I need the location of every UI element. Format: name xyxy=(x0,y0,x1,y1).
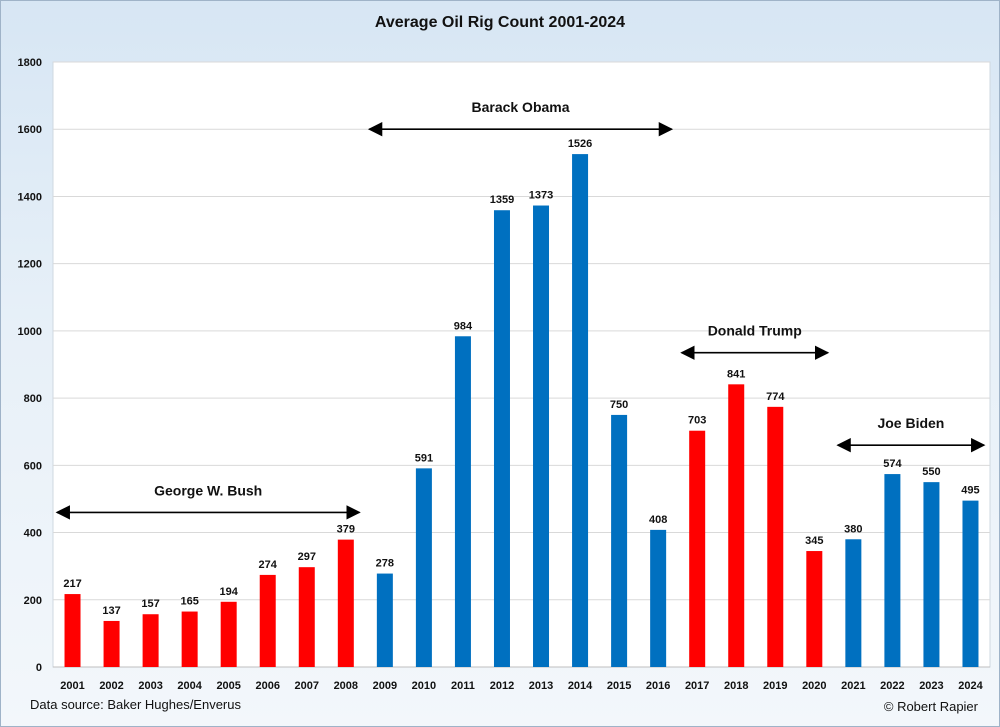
y-tick-label: 1600 xyxy=(18,124,42,136)
plot-area xyxy=(52,61,991,668)
y-tick-label: 0 xyxy=(36,662,42,674)
bar-2006 xyxy=(259,574,276,667)
data-label-2013: 1373 xyxy=(529,190,553,202)
data-label-2021: 380 xyxy=(844,523,862,535)
data-label-2020: 345 xyxy=(805,535,823,547)
bar-2018 xyxy=(728,384,745,667)
x-tick-label-2021: 2021 xyxy=(841,680,865,692)
x-tick-label-2023: 2023 xyxy=(919,680,943,692)
data-label-2003: 157 xyxy=(141,598,159,610)
bar-2013 xyxy=(533,205,550,667)
x-tick-label-2008: 2008 xyxy=(334,680,358,692)
y-tick-label: 800 xyxy=(24,393,42,405)
bar-2019 xyxy=(767,406,784,667)
bar-2017 xyxy=(689,430,706,667)
data-label-2012: 1359 xyxy=(490,194,514,206)
term-label-donald-trump: Donald Trump xyxy=(708,323,802,339)
bar-2001 xyxy=(64,594,81,667)
x-tick-label-2020: 2020 xyxy=(802,680,826,692)
data-label-2024: 495 xyxy=(961,485,979,497)
bar-2024 xyxy=(962,500,979,667)
x-tick-label-2006: 2006 xyxy=(255,680,279,692)
data-label-2016: 408 xyxy=(649,514,667,526)
term-label-george-w-bush: George W. Bush xyxy=(154,482,262,498)
x-tick-label-2007: 2007 xyxy=(295,680,319,692)
bar-2021 xyxy=(845,539,862,667)
y-tick-label: 200 xyxy=(24,595,42,607)
bar-2008 xyxy=(337,539,354,667)
x-tick-label-2003: 2003 xyxy=(138,680,162,692)
data-label-2017: 703 xyxy=(688,415,706,427)
bar-2012 xyxy=(493,210,510,667)
data-label-2007: 297 xyxy=(298,551,316,563)
copyright-credit: © Robert Rapier xyxy=(883,699,978,714)
bar-2003 xyxy=(142,614,159,667)
y-tick-label: 1000 xyxy=(18,326,42,338)
data-label-2005: 194 xyxy=(220,586,239,598)
data-label-2019: 774 xyxy=(766,391,785,403)
data-label-2009: 278 xyxy=(376,558,394,570)
bar-2016 xyxy=(650,529,667,667)
x-tick-label-2022: 2022 xyxy=(880,680,904,692)
x-tick-label-2009: 2009 xyxy=(373,680,397,692)
bar-2005 xyxy=(220,601,237,667)
y-tick-label: 400 xyxy=(24,528,42,540)
x-tick-label-2017: 2017 xyxy=(685,680,709,692)
chart-title: Average Oil Rig Count 2001-2024 xyxy=(374,14,626,31)
x-tick-label-2012: 2012 xyxy=(490,680,514,692)
bar-2020 xyxy=(806,551,823,667)
bar-2007 xyxy=(298,567,315,667)
bar-2010 xyxy=(415,468,432,667)
x-tick-label-2001: 2001 xyxy=(60,680,84,692)
bar-2023 xyxy=(923,482,940,667)
x-tick-label-2019: 2019 xyxy=(763,680,787,692)
data-label-2004: 165 xyxy=(180,596,198,608)
term-label-joe-biden: Joe Biden xyxy=(877,415,944,431)
y-tick-label: 600 xyxy=(24,460,42,472)
data-label-2006: 274 xyxy=(259,559,278,571)
bar-2004 xyxy=(181,611,198,667)
bar-2011 xyxy=(454,336,471,667)
data-label-2018: 841 xyxy=(727,368,745,380)
x-tick-label-2005: 2005 xyxy=(216,680,240,692)
bar-2022 xyxy=(884,474,901,667)
data-label-2001: 217 xyxy=(63,578,81,590)
data-source-note: Data source: Baker Hughes/Enverus xyxy=(30,697,241,712)
data-label-2022: 574 xyxy=(883,458,902,470)
data-label-2008: 379 xyxy=(337,524,355,536)
x-tick-label-2018: 2018 xyxy=(724,680,748,692)
data-label-2014: 1526 xyxy=(568,138,592,150)
x-tick-label-2024: 2024 xyxy=(958,680,983,692)
x-tick-label-2015: 2015 xyxy=(607,680,631,692)
term-label-barack-obama: Barack Obama xyxy=(471,99,569,115)
data-label-2002: 137 xyxy=(102,605,120,617)
bar-2015 xyxy=(611,414,628,667)
x-tick-label-2016: 2016 xyxy=(646,680,670,692)
y-tick-label: 1200 xyxy=(18,259,42,271)
bar-2014 xyxy=(572,154,589,667)
x-tick-label-2011: 2011 xyxy=(451,680,475,692)
x-tick-label-2014: 2014 xyxy=(568,680,593,692)
y-tick-label: 1800 xyxy=(18,57,42,69)
x-tick-label-2010: 2010 xyxy=(412,680,436,692)
x-tick-label-2013: 2013 xyxy=(529,680,553,692)
data-label-2015: 750 xyxy=(610,399,628,411)
x-tick-label-2004: 2004 xyxy=(177,680,202,692)
bar-2009 xyxy=(376,573,393,667)
x-tick-label-2002: 2002 xyxy=(99,680,123,692)
data-label-2010: 591 xyxy=(415,452,433,464)
data-label-2011: 984 xyxy=(454,320,473,332)
data-label-2023: 550 xyxy=(922,466,940,478)
bar-2002 xyxy=(103,620,120,667)
y-tick-label: 1400 xyxy=(18,191,42,203)
